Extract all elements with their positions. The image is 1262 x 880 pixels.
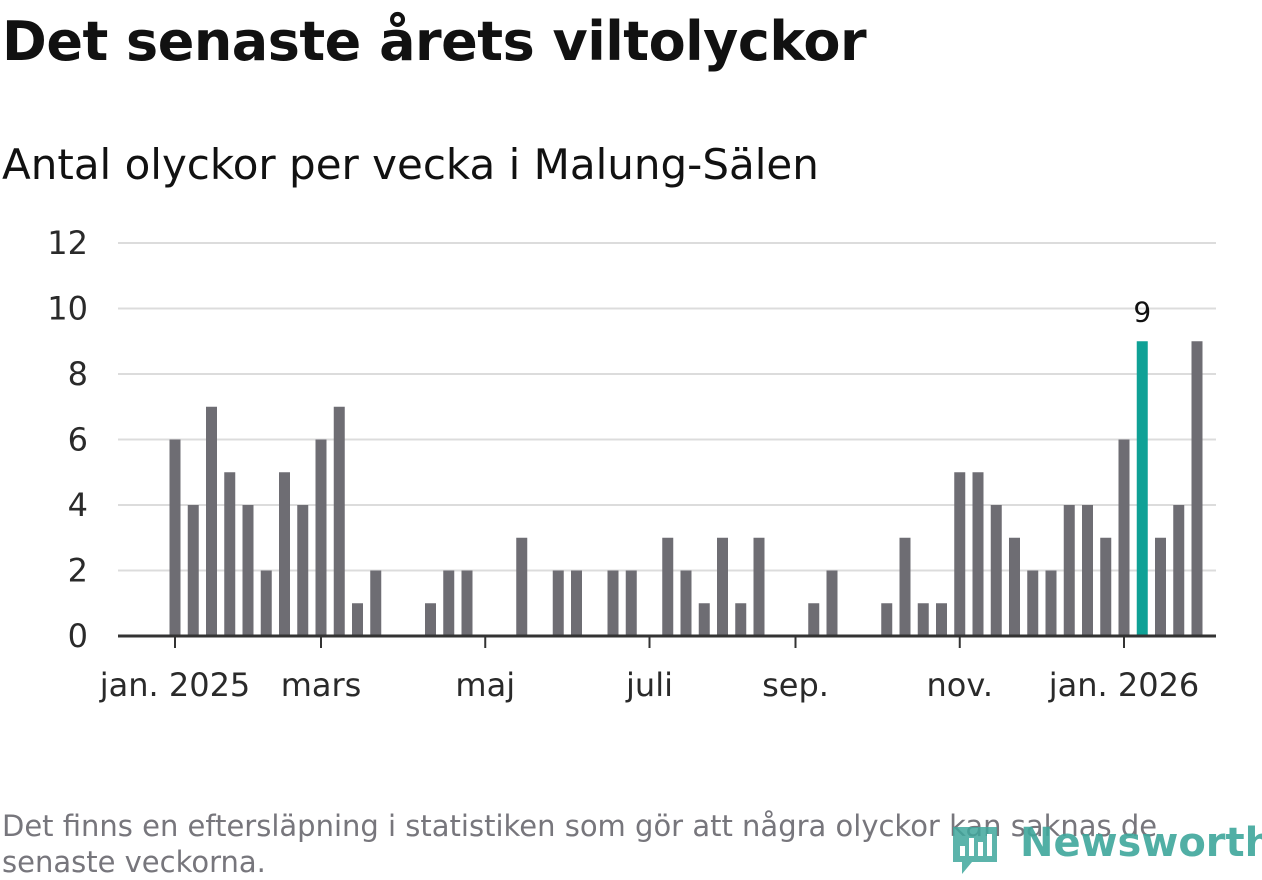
- bar: [242, 505, 254, 636]
- bar: [516, 537, 528, 636]
- chart-subtitle: Antal olyckor per vecka i Malung-Sälen: [2, 140, 819, 189]
- x-tick-label: juli: [625, 666, 673, 704]
- bar: [1009, 537, 1020, 636]
- bar: [443, 570, 455, 636]
- bar: [717, 537, 728, 636]
- bar: [680, 570, 692, 636]
- bar: [425, 603, 436, 636]
- x-tick-label: jan. 2025: [99, 666, 251, 704]
- y-tick-label: 2: [68, 552, 88, 590]
- bar: [972, 472, 984, 636]
- data-label: 9: [1133, 295, 1151, 328]
- bar: [1100, 537, 1112, 636]
- bar: [333, 406, 345, 636]
- bar: [735, 603, 747, 636]
- bar: [1063, 505, 1075, 636]
- y-tick-label: 12: [47, 224, 88, 262]
- bar: [1191, 341, 1203, 636]
- bar: [625, 570, 637, 636]
- x-tick-label: sep.: [762, 666, 829, 704]
- y-axis-ticks: 0 2 4 6 8 10 12: [47, 224, 88, 655]
- bar: [1027, 570, 1039, 636]
- bar: [279, 472, 290, 636]
- bar: [881, 603, 893, 636]
- bar: [1082, 505, 1093, 636]
- bar: [607, 570, 619, 636]
- x-tick-label: mars: [281, 666, 362, 704]
- y-tick-label: 4: [68, 486, 88, 524]
- x-tick-label: nov.: [927, 666, 993, 704]
- bar: [753, 537, 765, 636]
- bar: [899, 537, 911, 636]
- bar: [370, 570, 382, 636]
- bar: [315, 439, 327, 636]
- bar: [698, 603, 710, 636]
- bar: [1045, 570, 1057, 636]
- bar: [662, 537, 674, 636]
- highlight-bar: [1136, 341, 1148, 636]
- bar: [461, 570, 473, 636]
- x-tick-label: maj: [455, 666, 515, 704]
- x-tick-label: jan. 2026: [1048, 666, 1200, 704]
- bar: [260, 570, 272, 636]
- bar: [1155, 537, 1166, 636]
- x-axis-ticks: jan. 2025 mars maj juli sep. nov. jan. 2026: [99, 636, 1200, 704]
- y-tick-label: 10: [47, 290, 88, 328]
- chart-title: Det senaste årets viltolyckor: [2, 10, 867, 73]
- bar: [808, 603, 820, 636]
- bar: [224, 472, 236, 636]
- bar: [352, 603, 363, 636]
- newsworthy-logo-icon: [953, 827, 997, 874]
- y-tick-label: 0: [68, 617, 88, 655]
- bar: [169, 439, 181, 636]
- bar: [571, 570, 582, 636]
- bar: [1118, 439, 1130, 636]
- bar: [826, 570, 838, 636]
- y-tick-label: 8: [68, 355, 88, 393]
- bar: [206, 406, 217, 636]
- bar: [990, 505, 1002, 636]
- bar: [297, 505, 309, 636]
- logo-text: Newsworthy: [1020, 820, 1262, 866]
- bars: [169, 341, 1203, 636]
- bar: [954, 472, 966, 636]
- bar: [187, 505, 199, 636]
- bar: [1173, 505, 1185, 636]
- bar: [936, 603, 947, 636]
- data-labels: 9: [1133, 295, 1151, 328]
- bar: [917, 603, 929, 636]
- y-tick-label: 6: [68, 421, 88, 459]
- bar: [552, 570, 564, 636]
- newsworthy-logo: Newsworthy: [950, 820, 1262, 879]
